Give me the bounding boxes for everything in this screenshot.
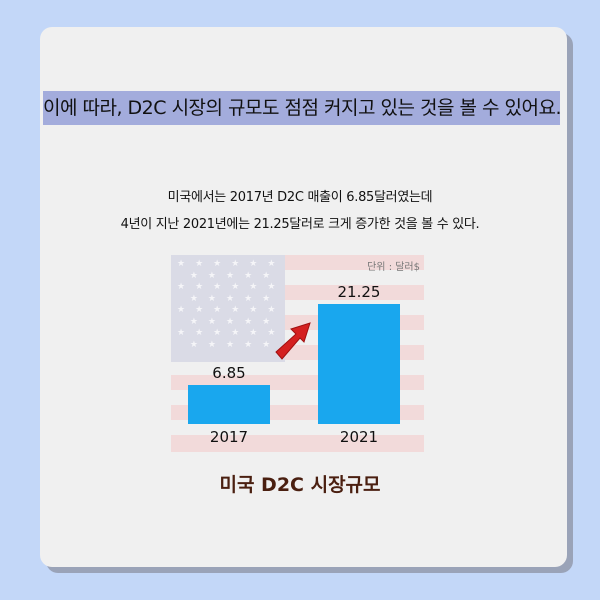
unit-label: 단위 : 달러$ (367, 262, 420, 273)
value-label: 21.25 (337, 283, 381, 301)
red-up-arrow-icon (275, 322, 311, 360)
bar-2017 (188, 385, 270, 424)
headline: 이에 따라, D2C 시장의 규모도 점점 커지고 있는 것을 볼 수 있어요. (43, 91, 562, 125)
description-line-1: 미국에서는 2017년 D2C 매출이 6.85달러였는데 (167, 190, 433, 205)
description-line-2: 4년이 지난 2021년에는 21.25달러로 크게 증가한 것을 볼 수 있다… (120, 217, 480, 232)
category-label: 2017 (209, 428, 249, 446)
category-label: 2021 (339, 428, 379, 446)
bar-2021 (318, 304, 400, 424)
chart-title: 미국 D2C 시장규모 (219, 474, 381, 496)
flag-stars-icon: ★★★★★★ ★★★★★ ★★★★★★ ★★★★★ ★★★★★★ ★★★★★ ★★★★… (171, 255, 285, 362)
value-label: 6.85 (212, 364, 246, 383)
